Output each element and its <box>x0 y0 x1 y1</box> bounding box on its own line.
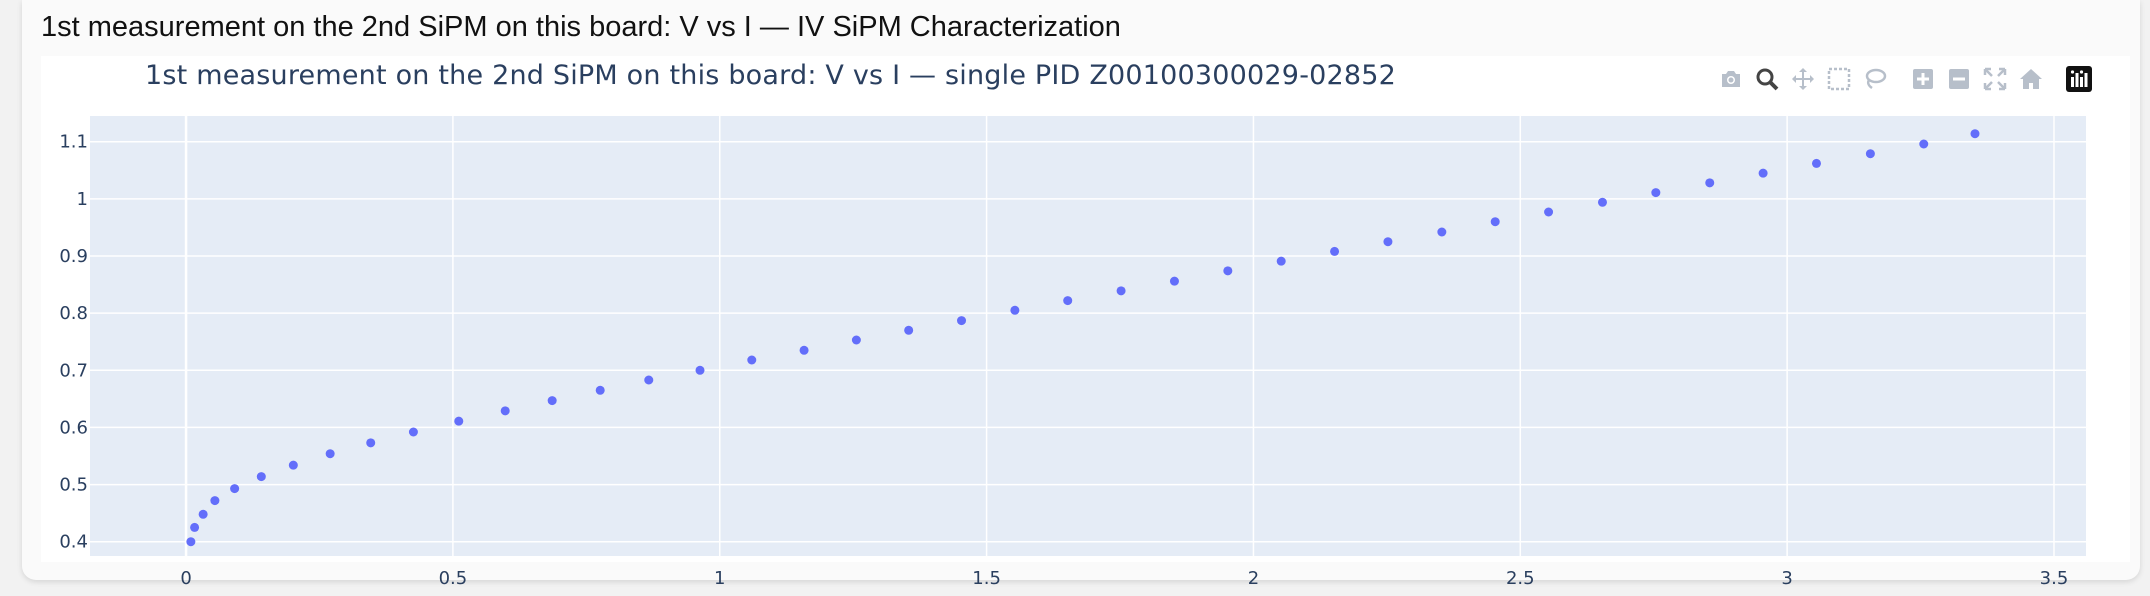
data-point[interactable] <box>288 460 298 470</box>
data-point[interactable] <box>1811 158 1821 168</box>
x-tick-label: 1 <box>714 568 725 589</box>
y-tick-label: 0.7 <box>59 360 88 381</box>
x-tick-label: 0.5 <box>439 568 468 589</box>
data-point[interactable] <box>1063 296 1073 306</box>
page-title: 1st measurement on the 2nd SiPM on this … <box>41 11 1121 43</box>
autoscale-icon[interactable] <box>1980 64 2010 94</box>
data-point[interactable] <box>366 438 376 448</box>
data-point[interactable] <box>1330 246 1340 256</box>
reset-axes-icon[interactable] <box>2016 64 2046 94</box>
y-tick-label: 1.1 <box>59 132 88 153</box>
data-point[interactable] <box>1490 217 1500 227</box>
y-tick-label: 1 <box>77 189 88 210</box>
y-tick-label: 0.8 <box>59 303 88 324</box>
camera-icon[interactable] <box>1716 64 1746 94</box>
data-point[interactable] <box>695 365 705 375</box>
data-point[interactable] <box>230 484 240 494</box>
data-point[interactable] <box>851 335 861 345</box>
x-tick-label: 0 <box>180 568 191 589</box>
x-tick-label: 3.5 <box>2040 568 2069 589</box>
x-tick-label: 1.5 <box>972 568 1001 589</box>
x-tick-label: 2 <box>1248 568 1259 589</box>
data-point[interactable] <box>325 449 335 459</box>
x-tick-label: 2.5 <box>1506 568 1535 589</box>
data-point[interactable] <box>595 385 605 395</box>
data-point[interactable] <box>957 316 967 326</box>
data-point[interactable] <box>1597 197 1607 207</box>
data-point[interactable] <box>799 345 809 355</box>
data-point[interactable] <box>1116 286 1126 296</box>
y-tick-label: 0.6 <box>59 417 88 438</box>
modebar <box>1716 64 2100 94</box>
y-tick-label: 0.4 <box>59 532 88 553</box>
zoom-icon[interactable] <box>1752 64 1782 94</box>
data-point[interactable] <box>1651 188 1661 198</box>
data-points <box>186 129 1980 547</box>
x-axis: 0 0.5 1 1.5 2 2.5 3 3.5 <box>180 568 2068 589</box>
data-point[interactable] <box>1705 178 1715 188</box>
y-tick-label: 0.9 <box>59 246 88 267</box>
data-point[interactable] <box>904 325 914 335</box>
lasso-select-icon[interactable] <box>1860 64 1890 94</box>
plotly-logo-icon[interactable] <box>2064 64 2094 94</box>
data-point[interactable] <box>190 522 200 532</box>
data-point[interactable] <box>256 472 266 482</box>
data-point[interactable] <box>547 396 557 406</box>
data-point[interactable] <box>500 406 510 416</box>
data-point[interactable] <box>198 509 208 519</box>
gridlines <box>90 116 2086 556</box>
zoom-in-icon[interactable] <box>1908 64 1938 94</box>
zoom-out-icon[interactable] <box>1944 64 1974 94</box>
y-tick-label: 0.5 <box>59 475 88 496</box>
data-point[interactable] <box>454 416 464 426</box>
chart-title: 1st measurement on the 2nd SiPM on this … <box>145 60 1397 91</box>
data-point[interactable] <box>1169 276 1179 286</box>
y-axis: 0.4 0.5 0.6 0.7 0.8 0.9 1 1.1 <box>59 132 88 553</box>
data-point[interactable] <box>1223 266 1233 276</box>
data-point[interactable] <box>408 427 418 437</box>
x-tick-label: 3 <box>1781 568 1792 589</box>
data-point[interactable] <box>1919 139 1929 149</box>
data-point[interactable] <box>210 496 220 506</box>
data-point[interactable] <box>1865 149 1875 159</box>
data-point[interactable] <box>1437 227 1447 237</box>
data-point[interactable] <box>1758 168 1768 178</box>
plot-area[interactable] <box>90 116 2086 556</box>
data-point[interactable] <box>186 537 196 547</box>
data-point[interactable] <box>1544 207 1554 217</box>
data-point[interactable] <box>1383 237 1393 247</box>
data-point[interactable] <box>1276 256 1286 266</box>
data-point[interactable] <box>747 355 757 365</box>
pan-icon[interactable] <box>1788 64 1818 94</box>
data-point[interactable] <box>1970 129 1980 139</box>
box-select-icon[interactable] <box>1824 64 1854 94</box>
data-point[interactable] <box>644 375 654 385</box>
data-point[interactable] <box>1010 305 1020 315</box>
